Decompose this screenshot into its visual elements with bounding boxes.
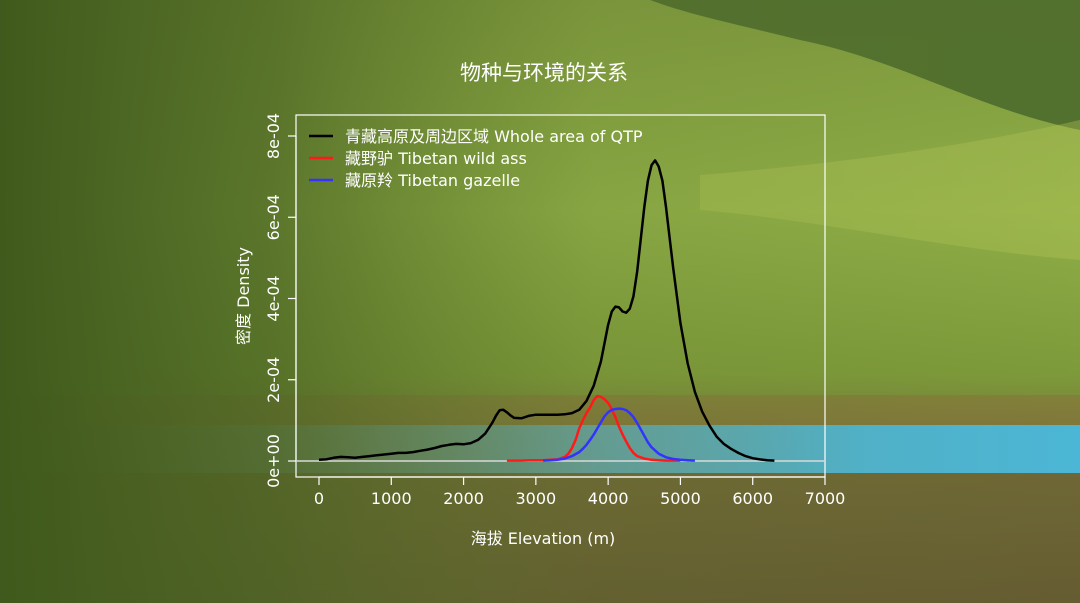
x-tick-label: 6000	[732, 489, 773, 508]
x-axis-label: 海拔 Elevation (m)	[471, 529, 616, 548]
x-tick-label: 0	[314, 489, 324, 508]
legend-entry-wild-ass: 藏野驴 Tibetan wild ass	[309, 149, 527, 168]
y-tick-label: 2e-04	[264, 357, 283, 403]
x-tick-label: 2000	[443, 489, 484, 508]
x-axis: 0 1000 2000 3000 4000 5000 6000 7000	[314, 476, 846, 508]
y-tick-label: 8e-04	[264, 113, 283, 159]
series-layer	[318, 159, 775, 462]
legend-label-whole-qtp: 青藏高原及周边区域 Whole area of QTP	[345, 127, 643, 146]
y-axis: 0e+00 2e-04 4e-04 6e-04 8e-04	[264, 113, 297, 488]
plot-frame	[295, 114, 826, 478]
x-tick-label: 7000	[805, 489, 846, 508]
chart-title: 物种与环境的关系	[460, 61, 628, 85]
y-axis-label: 密度 Density	[234, 247, 253, 345]
legend-entry-whole-qtp: 青藏高原及周边区域 Whole area of QTP	[309, 127, 643, 146]
y-tick-label: 6e-04	[264, 194, 283, 240]
legend: 青藏高原及周边区域 Whole area of QTP 藏野驴 Tibetan …	[309, 127, 643, 190]
x-tick-label: 1000	[371, 489, 412, 508]
x-tick-label: 5000	[660, 489, 701, 508]
y-tick-label: 0e+00	[264, 434, 283, 488]
legend-label-wild-ass: 藏野驴 Tibetan wild ass	[345, 149, 527, 168]
legend-entry-gazelle: 藏原羚 Tibetan gazelle	[309, 171, 520, 190]
legend-label-gazelle: 藏原羚 Tibetan gazelle	[345, 171, 520, 190]
series-line-whole-qtp	[318, 159, 775, 462]
x-tick-label: 4000	[588, 489, 629, 508]
x-tick-label: 3000	[515, 489, 556, 508]
series-line-gazelle	[543, 407, 695, 462]
y-tick-label: 4e-04	[264, 275, 283, 321]
